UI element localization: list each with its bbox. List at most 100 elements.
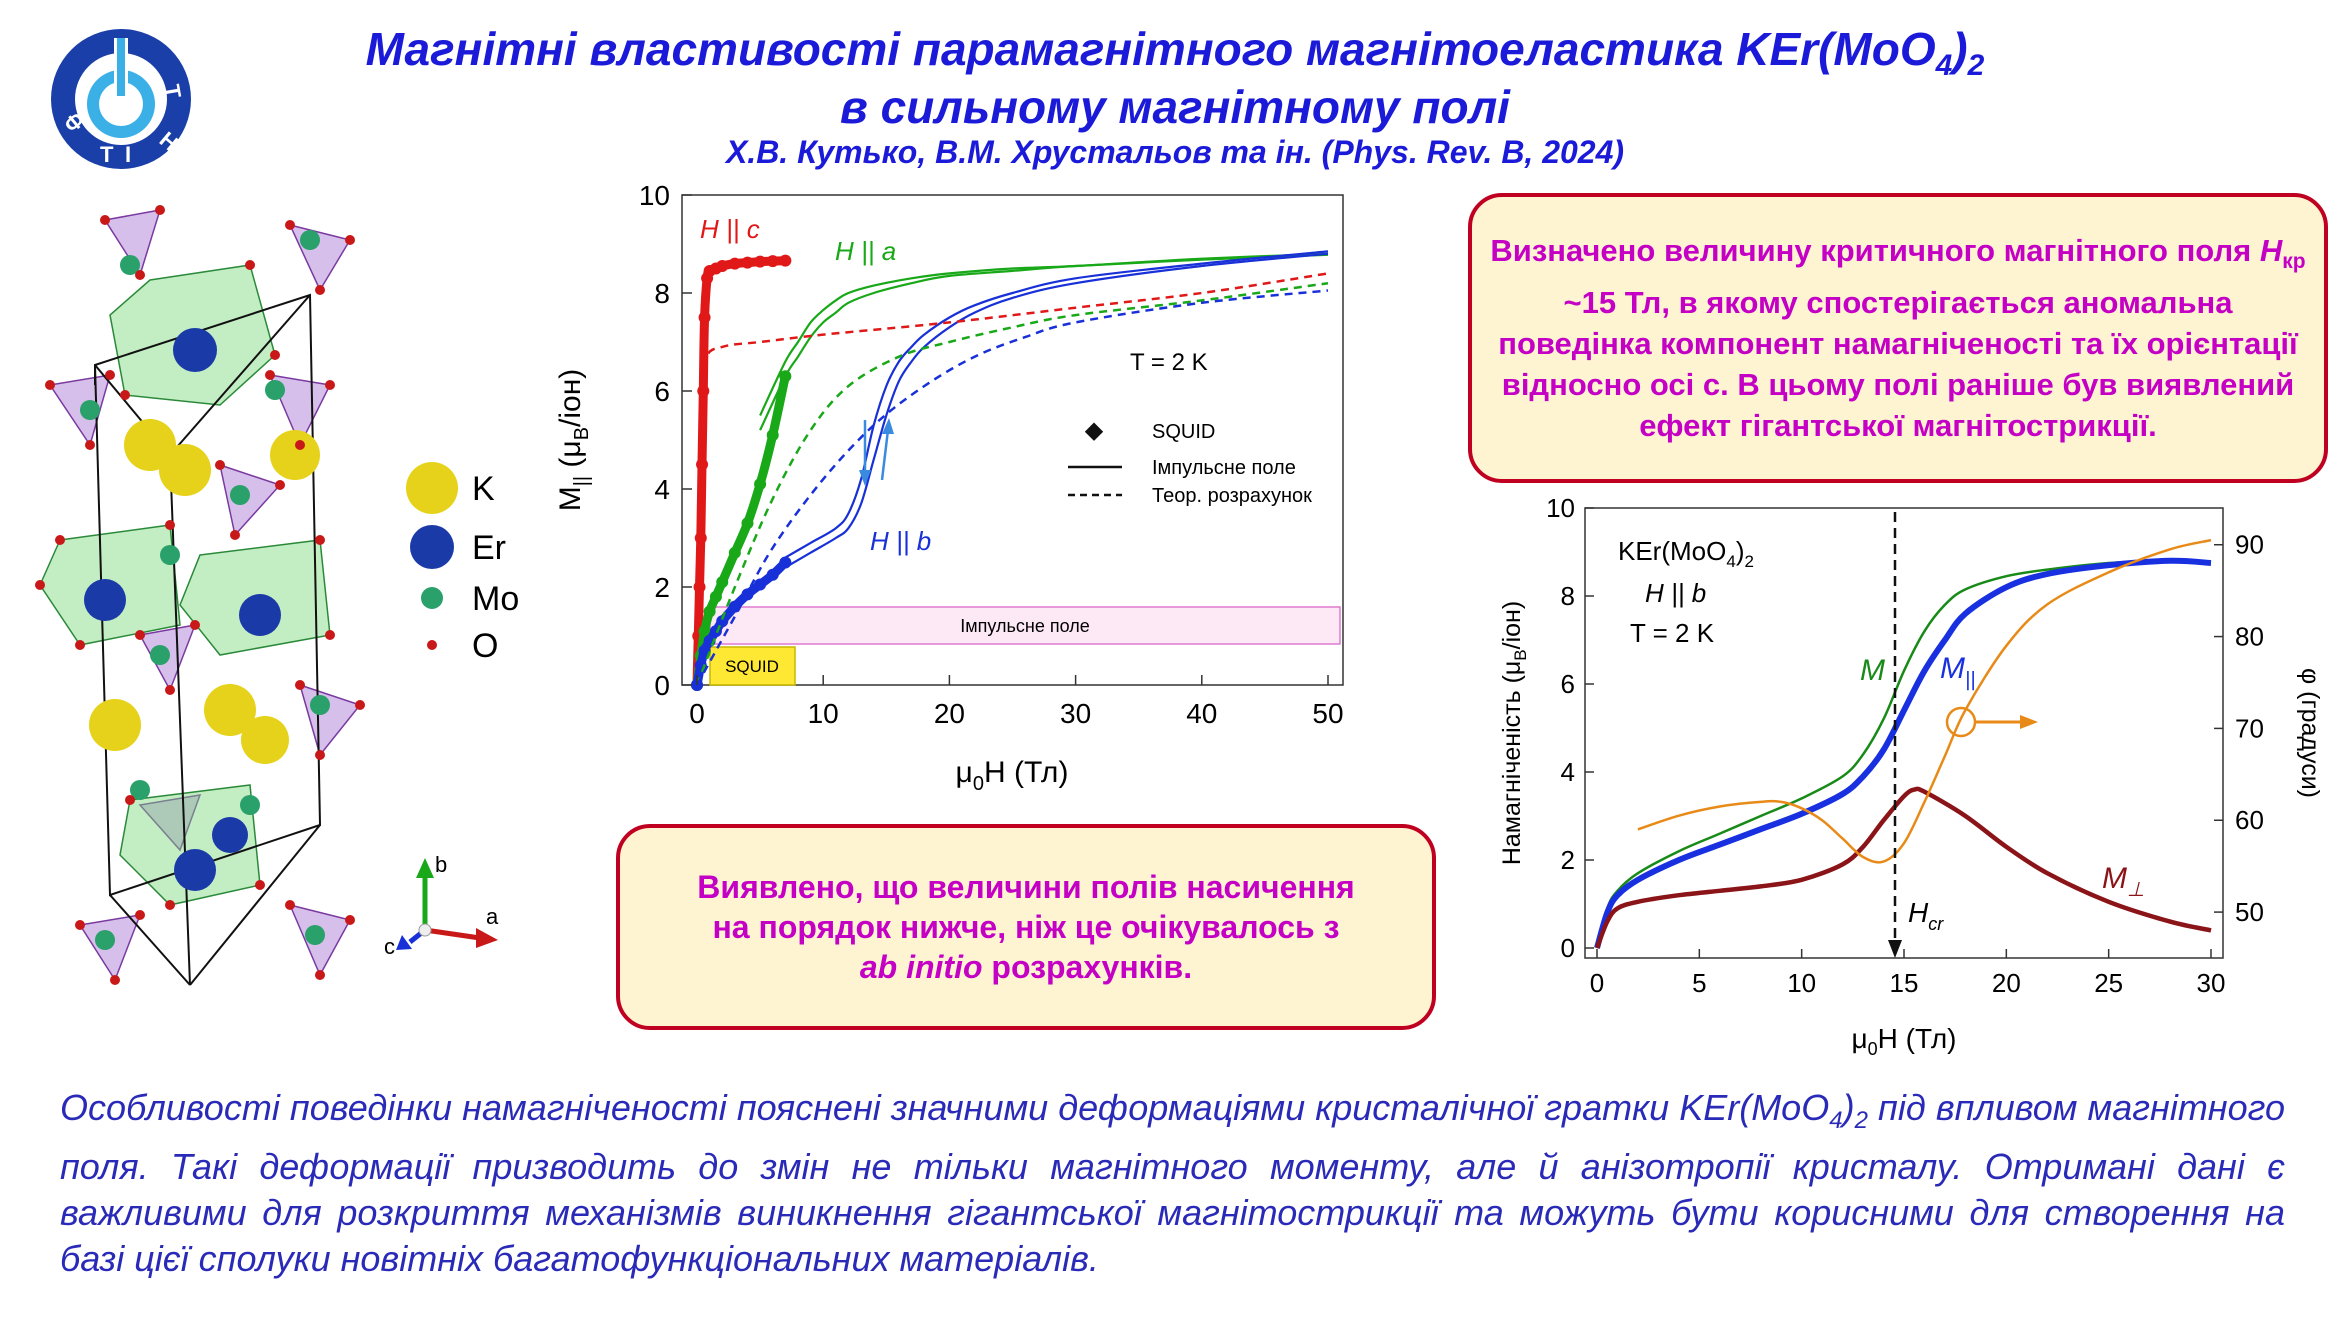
chart2-y-tick-label: 0 bbox=[1561, 933, 1575, 963]
summary-paragraph: Особливості поведінки намагніченості поя… bbox=[60, 1087, 2286, 1280]
chart2-y2-tick-label: 70 bbox=[2235, 713, 2264, 743]
chart2-x-tick-label: 15 bbox=[1890, 968, 1919, 998]
squid-point-c bbox=[698, 311, 711, 324]
series-m-label: M bbox=[1860, 654, 1885, 687]
critical-field-note: Визначено величину критичного магнітного… bbox=[1468, 193, 2328, 483]
chart2-temperature: T = 2 K bbox=[1630, 618, 1715, 648]
chart1-x-tick-label: 10 bbox=[808, 698, 839, 729]
squid-point-c bbox=[694, 532, 707, 544]
pulse-field-label: Імпульсне поле bbox=[960, 616, 1089, 636]
chart2-y2-tick-label: 60 bbox=[2235, 805, 2264, 835]
axis-triad: b a c bbox=[384, 852, 499, 959]
critical-field-label: Hcr bbox=[1908, 897, 1944, 934]
logo-letter-2: Т bbox=[100, 142, 114, 167]
chart1-x-tick-label: 0 bbox=[689, 698, 705, 729]
chart2-y2-tick-label: 90 bbox=[2235, 530, 2264, 560]
chart2-y2-tick-label: 50 bbox=[2235, 897, 2264, 927]
squid-point-b bbox=[766, 568, 779, 581]
chart2-x-axis-title: μ0H (Тл) bbox=[1852, 1023, 1957, 1059]
squid-point-c bbox=[728, 257, 741, 270]
series-m-perp-label: M⊥ bbox=[2102, 862, 2144, 901]
squid-region bbox=[709, 646, 796, 686]
chart2-series-line bbox=[1595, 559, 2212, 949]
series-pulse-b bbox=[784, 250, 1329, 559]
chart2-y-tick-label: 4 bbox=[1561, 757, 1575, 787]
chart1-x-tick-label: 50 bbox=[1312, 698, 1343, 729]
legend-theory-label: Теор. розрахунок bbox=[1152, 485, 1312, 507]
legend-squid-marker bbox=[1084, 422, 1104, 441]
legend-pulse-label: Імпульсне поле bbox=[1152, 457, 1296, 479]
squid-point-c bbox=[754, 255, 767, 268]
chart2-x-tick-label: 30 bbox=[2197, 968, 2226, 998]
chart2-x-tick-label: 10 bbox=[1787, 968, 1816, 998]
chart2-x-tick-label: 20 bbox=[1992, 968, 2021, 998]
squid-point-b bbox=[716, 615, 729, 628]
page-title: Магнітні властивості парамагнітного магн… bbox=[365, 23, 1985, 83]
squid-point-a bbox=[703, 605, 716, 618]
chart1-frame bbox=[681, 194, 1344, 686]
annotation-h-c: H || c bbox=[700, 214, 760, 244]
legend-o-label: O bbox=[472, 627, 498, 665]
crystal-structure bbox=[35, 205, 365, 986]
annotation-h-b: H || b bbox=[870, 526, 931, 556]
chart1-x-axis-title: μ0H (Тл) bbox=[956, 756, 1069, 795]
chart1-y-tick-label: 4 bbox=[654, 474, 670, 505]
squid-point-a bbox=[698, 625, 711, 638]
chart1-x-tick-label: 20 bbox=[934, 698, 965, 729]
squid-point-c bbox=[779, 254, 792, 267]
squid-point-b bbox=[754, 578, 767, 591]
compound-label: KEr(MoO4)2 bbox=[1618, 536, 1754, 571]
legend-mo-label: Mo bbox=[472, 580, 519, 618]
saturation-field-note: Виявлено, що величини полів насичення на… bbox=[616, 824, 1436, 1030]
series-theory-a bbox=[695, 281, 1329, 686]
annotation-h-a: H || a bbox=[835, 236, 896, 266]
chart1-y-tick-label: 6 bbox=[654, 376, 670, 407]
axis-a-label: a bbox=[486, 904, 499, 929]
squid-region-label: SQUID bbox=[725, 657, 779, 676]
series-theory-b bbox=[695, 289, 1329, 686]
logo-letter-3: І bbox=[125, 142, 131, 167]
legend-o-marker bbox=[427, 640, 437, 650]
chart2-series-line bbox=[1637, 538, 2212, 864]
squid-point-c bbox=[716, 260, 729, 273]
legend-k-label: K bbox=[472, 470, 495, 508]
squid-point-a bbox=[754, 478, 767, 491]
squid-point-a bbox=[716, 576, 729, 589]
sweep-arrow-up bbox=[880, 429, 890, 481]
axis-c-label: c bbox=[384, 934, 395, 959]
squid-point-a bbox=[709, 590, 722, 603]
squid-point-a bbox=[766, 429, 779, 442]
legend-k-marker bbox=[406, 462, 458, 514]
chart1-y-tick-label: 2 bbox=[654, 572, 670, 603]
phi-axis-marker bbox=[1945, 706, 1977, 738]
legend-squid-label: SQUID bbox=[1152, 421, 1215, 443]
chart2-y-tick-label: 2 bbox=[1561, 845, 1575, 875]
chart2-y-axis-title: Намагніченість (μB/іон) bbox=[1498, 601, 1530, 865]
series-m-parallel-label: M|| bbox=[1940, 652, 1975, 691]
page-title-line2: в сильному магнітному полі bbox=[840, 81, 1510, 133]
chart2-y-tick-label: 10 bbox=[1546, 493, 1575, 523]
annotation-temperature: T = 2 K bbox=[1130, 349, 1208, 376]
legend-mo-marker bbox=[421, 587, 443, 609]
series-pulse-b bbox=[784, 252, 1329, 569]
chart2-y-tick-label: 8 bbox=[1561, 581, 1575, 611]
squid-point-c bbox=[741, 256, 754, 269]
chart2-x-tick-label: 25 bbox=[2094, 968, 2123, 998]
legend-er-label: Er bbox=[472, 529, 506, 567]
squid-point-c bbox=[693, 581, 706, 593]
legend-er-marker bbox=[410, 525, 454, 569]
chart2-y-tick-label: 6 bbox=[1561, 669, 1575, 699]
chart1-y-tick-label: 8 bbox=[654, 278, 670, 309]
squid-point-a bbox=[728, 546, 741, 559]
chart2-x-tick-label: 0 bbox=[1590, 968, 1604, 998]
chart2-y2-tick-label: 80 bbox=[2235, 622, 2264, 652]
institute-logo: Ф Т І Н Т bbox=[51, 29, 191, 169]
series-theory-c bbox=[702, 272, 1329, 368]
authors: Х.В. Кутько, В.М. Хрустальов та ін. (Phy… bbox=[725, 134, 1625, 170]
squid-point-c bbox=[766, 255, 779, 268]
squid-point-a bbox=[741, 517, 754, 530]
series-pulse-a bbox=[759, 252, 1329, 416]
crystal-legend: K Er Mo O bbox=[406, 462, 519, 665]
chart2-y2-axis-title: φ (градуси) bbox=[2296, 668, 2324, 798]
chart1-x-tick-label: 40 bbox=[1186, 698, 1217, 729]
